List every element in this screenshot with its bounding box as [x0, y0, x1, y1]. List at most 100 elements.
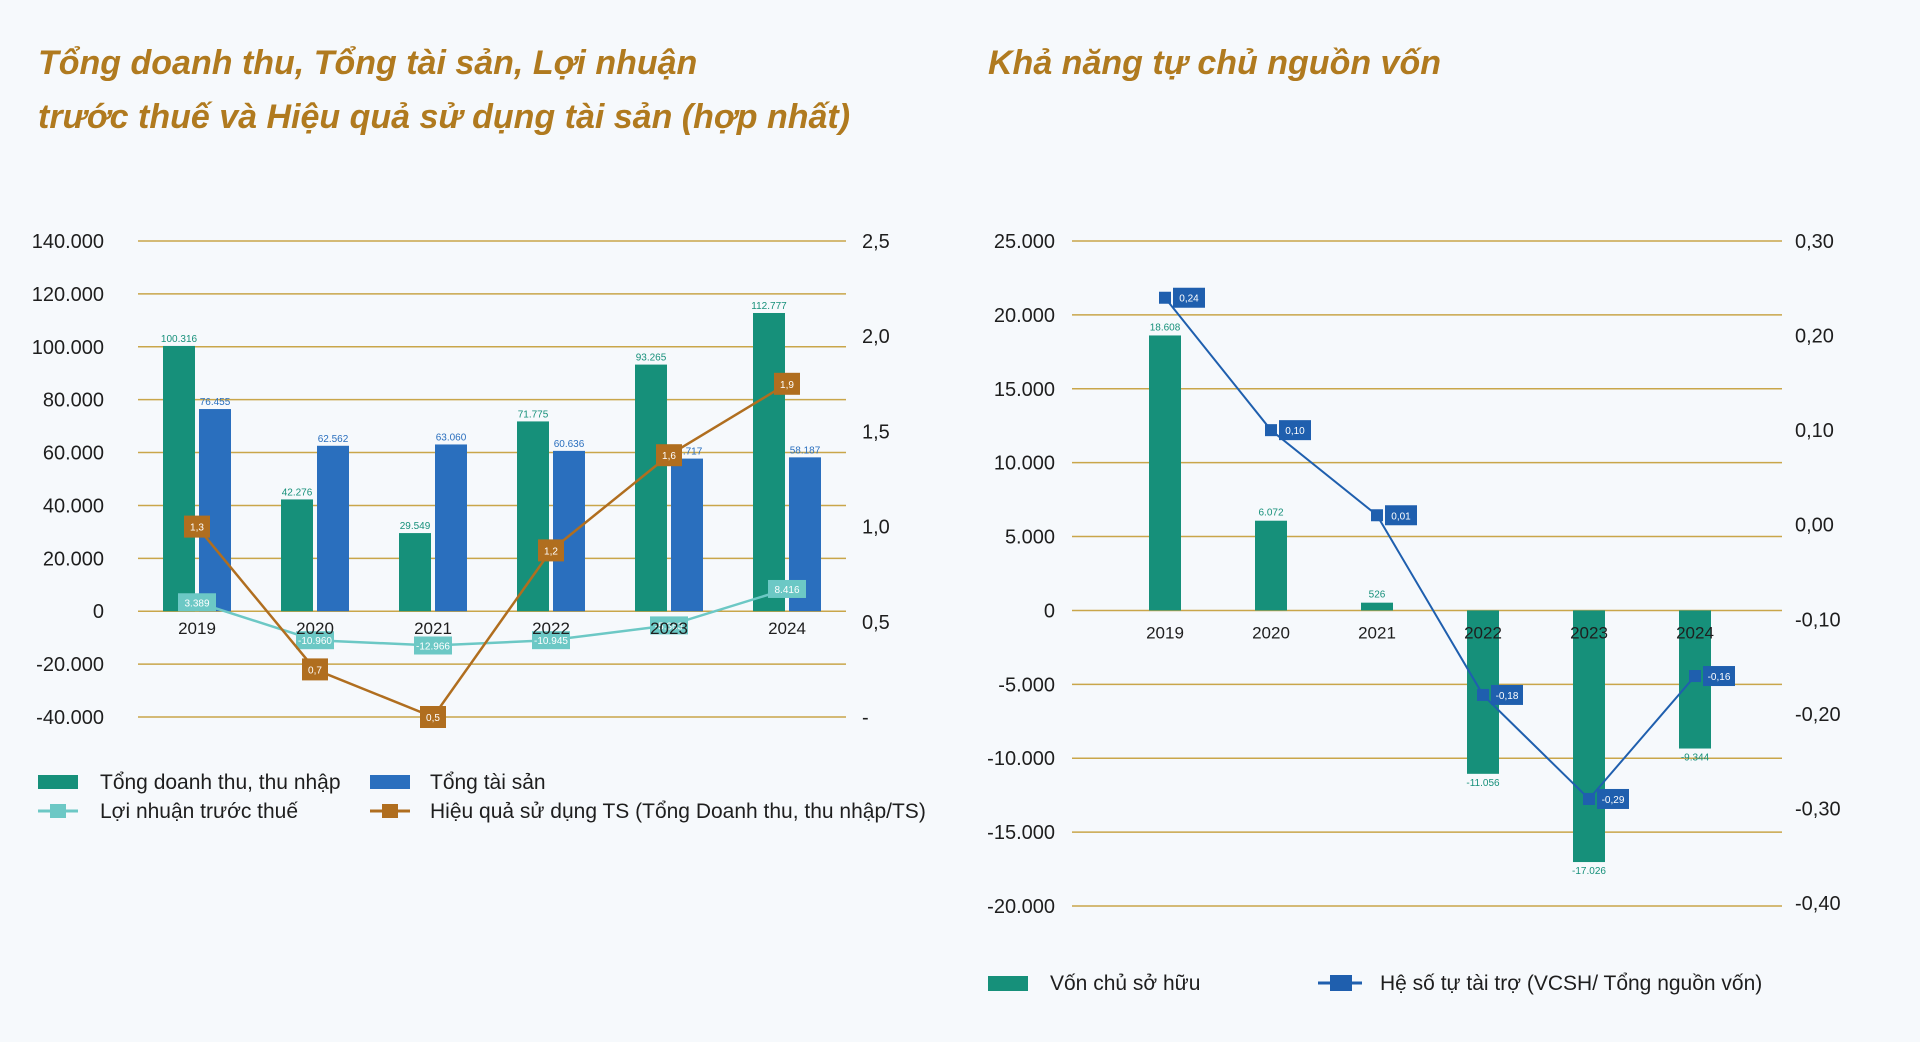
y-tick-label: 140.000: [32, 231, 104, 253]
equity-value-label: 18.608: [1150, 322, 1181, 333]
profit-label-box: [650, 616, 688, 635]
efficiency-value-label: 0,5: [426, 713, 440, 724]
x-tick-label: 2020: [1252, 623, 1290, 642]
y2-tick-label: 0,30: [1795, 231, 1834, 253]
right-chart: 25.000 20.000 15.000 10.000 5.000 0 -5.000 -10.…: [987, 231, 1840, 995]
x-tick-label: 2022: [532, 619, 570, 638]
legend-swatch-revenue: [38, 775, 78, 789]
y2-tick-label: -: [862, 707, 869, 729]
self-financing-label-box: [1703, 666, 1735, 687]
profit-label-box: [532, 631, 570, 650]
equity-bar: [1573, 610, 1605, 863]
self-financing-value-label: -0,18: [1496, 691, 1519, 702]
efficiency-marker: [420, 706, 446, 728]
total-assets-value-label: 60.636: [554, 439, 585, 450]
y-tick-label: 25.000: [994, 231, 1055, 253]
self-financing-value-label: -0,29: [1602, 795, 1625, 806]
revenue-bar: [399, 533, 431, 612]
efficiency-value-label: 1,6: [662, 451, 676, 462]
total-assets-value-label: 63.060: [436, 432, 467, 443]
x-tick-label: 2020: [296, 619, 334, 638]
equity-value-label: -9.344: [1681, 753, 1710, 764]
legend-label-revenue: Tổng doanh thu, thu nhập: [100, 771, 341, 794]
efficiency-marker: [184, 515, 210, 538]
equity-bar: [1149, 335, 1181, 611]
x-tick-label: 2022: [1464, 623, 1502, 642]
efficiency-value-label: 1,3: [190, 523, 204, 534]
y2-tick-label: 0,00: [1795, 515, 1834, 537]
profit-value-label: -12.966: [416, 642, 450, 653]
y-tick-label: -10.000: [987, 748, 1055, 770]
x-tick-label: 2024: [768, 619, 806, 638]
efficiency-line: [196, 382, 788, 719]
revenue-value-label: 112.777: [751, 301, 787, 312]
equity-bar: [1255, 520, 1287, 611]
total-assets-value-label: 62.562: [318, 434, 349, 445]
y2-tick-label: -0,40: [1795, 893, 1841, 915]
revenue-bar: [517, 421, 549, 612]
profit-value-label: 8.416: [774, 585, 799, 596]
y2-tick-label: 1,5: [862, 421, 890, 443]
total-assets-bar: [317, 445, 349, 612]
self-financing-line: [1164, 297, 1696, 801]
profit-line: [196, 587, 788, 647]
legend-label-self-financing: Hệ số tự tài trợ (VCSH/ Tổng nguồn vốn): [1380, 972, 1762, 995]
x-tick-label: 2021: [1358, 623, 1396, 642]
legend-swatch-total-assets: [370, 775, 410, 789]
equity-value-label: -11.056: [1466, 778, 1500, 789]
efficiency-marker: [774, 372, 800, 395]
equity-value-label: 6.072: [1258, 508, 1283, 519]
total-assets-value-label: 76.455: [200, 397, 231, 408]
revenue-value-label: 93.265: [636, 353, 667, 364]
self-financing-value-label: 0,01: [1391, 511, 1411, 522]
revenue-value-label: 100.316: [161, 334, 198, 345]
efficiency-value-label: 1,9: [780, 380, 794, 391]
equity-value-label: -17.026: [1572, 866, 1606, 877]
efficiency-value-label: 1,2: [544, 546, 558, 557]
y-tick-label: -20.000: [36, 654, 104, 676]
y2-tick-label: -0,20: [1795, 704, 1841, 726]
self-financing-label-box: [1279, 420, 1311, 441]
y2-tick-label: 1,0: [862, 517, 890, 539]
y-tick-label: 100.000: [32, 337, 104, 359]
equity-value-label: 526: [1369, 590, 1386, 601]
self-financing-marker: [1265, 424, 1277, 437]
y-tick-label: -5.000: [998, 674, 1055, 696]
self-financing-label-box: [1173, 287, 1205, 308]
y-tick-label: -15.000: [987, 822, 1055, 844]
legend-label-equity: Vốn chủ sở hữu: [1050, 972, 1200, 995]
y-tick-label: 80.000: [43, 390, 104, 412]
self-financing-marker: [1689, 670, 1701, 683]
total-assets-bar: [553, 450, 585, 612]
total-assets-value-label: 57.717: [672, 447, 703, 458]
profit-label-box: [296, 631, 334, 650]
y2-tick-label: 0,5: [862, 612, 890, 634]
y-tick-label: -40.000: [36, 707, 104, 729]
legend-label-profit: Lợi nhuận trước thuế: [100, 800, 298, 823]
x-tick-label: 2019: [1146, 623, 1184, 642]
profit-value-label: -10.960: [298, 636, 332, 647]
x-tick-label: 2019: [178, 619, 216, 638]
total-assets-bar: [671, 458, 703, 612]
y2-tick-label: -0,30: [1795, 798, 1841, 820]
profit-label-box: [768, 579, 806, 598]
revenue-bar: [635, 364, 667, 612]
revenue-bar: [753, 312, 785, 612]
equity-bar: [1361, 602, 1393, 611]
efficiency-marker: [302, 658, 328, 681]
efficiency-marker: [656, 444, 682, 467]
legend-label-efficiency: Hiệu quả sử dụng TS (Tổng Doanh thu, thu…: [430, 800, 926, 823]
y-tick-label: 0: [1044, 600, 1055, 622]
x-tick-label: 2023: [1570, 623, 1608, 642]
y-tick-label: 5.000: [1005, 527, 1055, 549]
revenue-bar: [163, 345, 195, 612]
self-financing-marker: [1371, 509, 1383, 522]
legend-marker-efficiency: [382, 804, 398, 818]
y-tick-label: 10.000: [994, 453, 1055, 475]
y-tick-label: 20.000: [43, 548, 104, 570]
revenue-value-label: 42.276: [282, 487, 313, 498]
right-chart-title: Khả năng tự chủ nguồn vốn: [988, 44, 1442, 82]
profit-value-label: -10.945: [534, 636, 568, 647]
y-tick-label: -20.000: [987, 896, 1055, 918]
